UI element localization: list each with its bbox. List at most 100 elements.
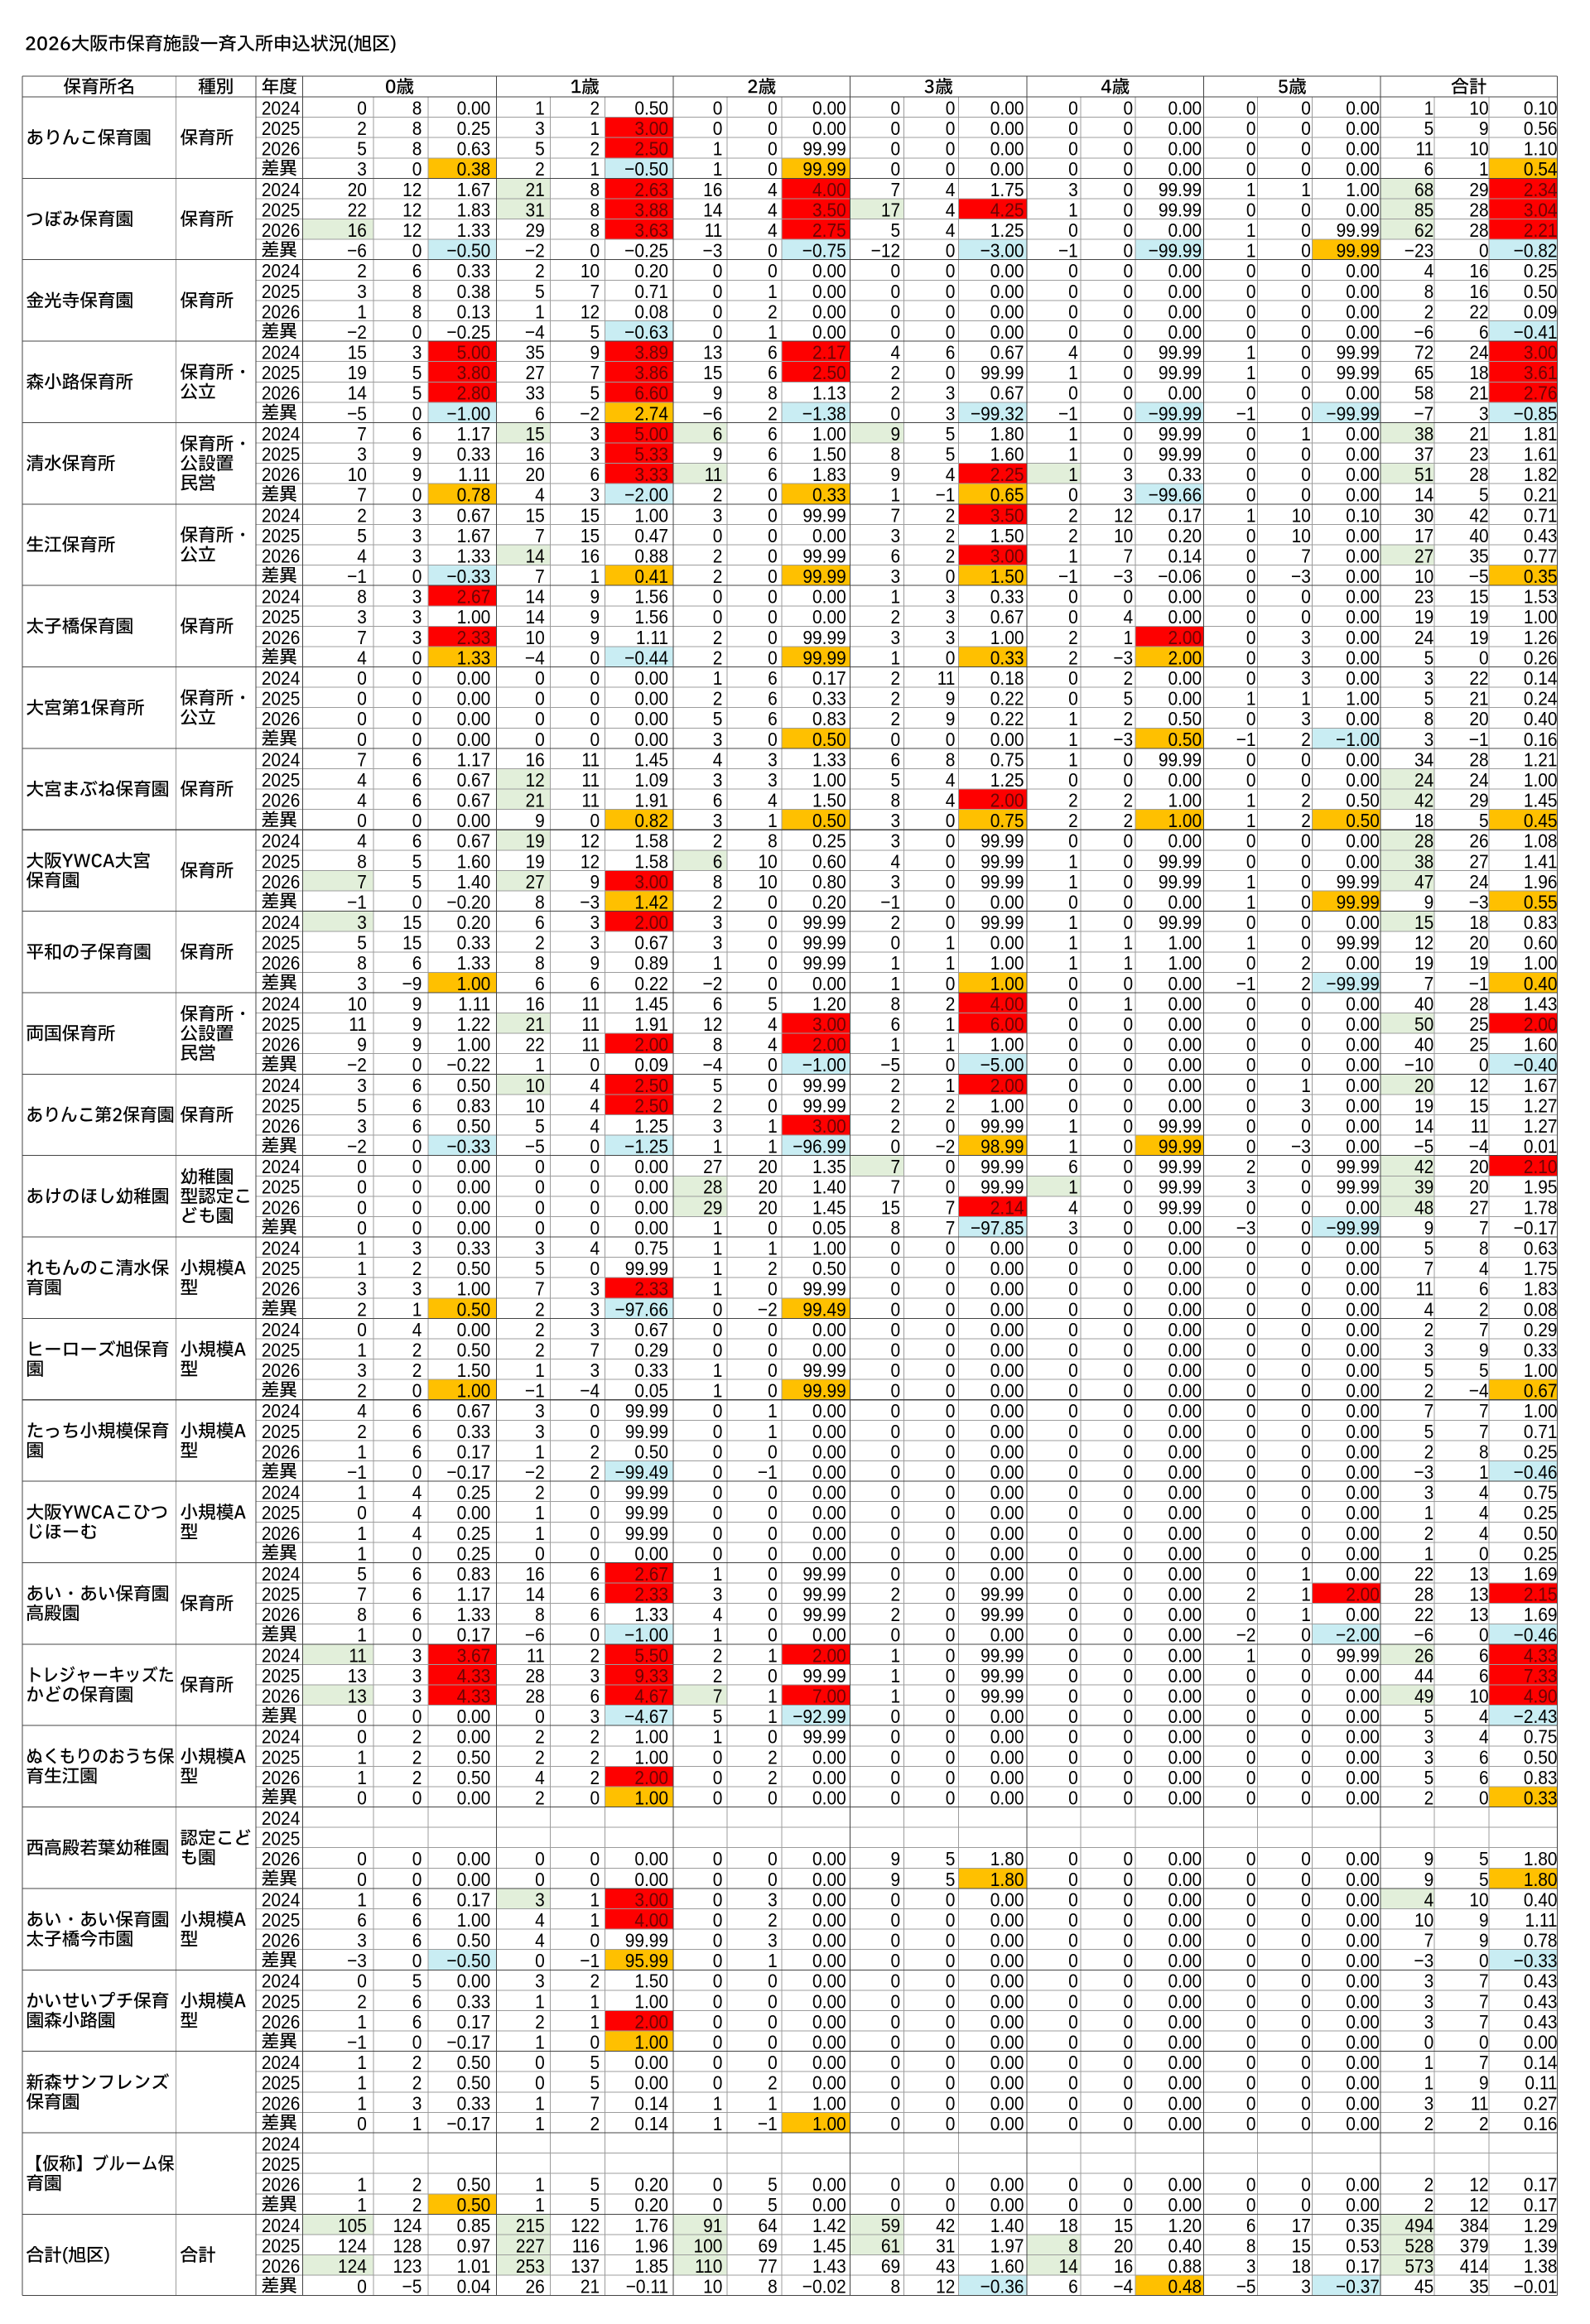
svg-text:0: 0 <box>768 137 778 159</box>
svg-text:0: 0 <box>1301 1950 1311 1971</box>
svg-text:4: 4 <box>946 179 956 200</box>
svg-text:1: 1 <box>890 1685 900 1706</box>
svg-text:0: 0 <box>357 1502 367 1523</box>
svg-text:3: 3 <box>357 606 367 628</box>
svg-text:2024: 2024 <box>262 504 301 526</box>
svg-text:0.00: 0.00 <box>1346 2031 1380 2052</box>
svg-text:0.00: 0.00 <box>812 2031 846 2052</box>
svg-text:0: 0 <box>768 1095 778 1116</box>
svg-text:7: 7 <box>1479 2052 1489 2073</box>
svg-text:2024: 2024 <box>262 1970 301 1992</box>
svg-text:0: 0 <box>768 260 778 281</box>
svg-text:0.50: 0.50 <box>457 1075 491 1096</box>
svg-text:0.00: 0.00 <box>1346 1339 1380 1360</box>
svg-text:4: 4 <box>357 647 367 668</box>
svg-text:4: 4 <box>946 199 956 220</box>
svg-text:2: 2 <box>890 1075 900 1096</box>
svg-text:5: 5 <box>1124 687 1134 709</box>
svg-text:−2: −2 <box>1236 1624 1256 1646</box>
svg-text:0: 0 <box>1124 1298 1134 1320</box>
svg-text:2: 2 <box>1424 2113 1434 2134</box>
svg-text:0: 0 <box>1124 1115 1134 1137</box>
svg-text:0: 0 <box>1068 1746 1078 1768</box>
svg-text:0: 0 <box>1124 341 1134 363</box>
svg-text:0: 0 <box>1124 1461 1134 1483</box>
svg-text:2: 2 <box>357 118 367 139</box>
svg-text:0: 0 <box>713 260 723 281</box>
svg-text:58: 58 <box>1414 383 1433 404</box>
svg-text:9: 9 <box>535 810 545 831</box>
svg-text:99.99: 99.99 <box>980 1685 1024 1706</box>
svg-text:2: 2 <box>946 1095 956 1116</box>
svg-text:−2: −2 <box>347 1054 367 1075</box>
svg-text:28: 28 <box>1469 219 1488 241</box>
svg-text:2025: 2025 <box>262 199 301 220</box>
svg-text:0: 0 <box>768 1441 778 1462</box>
svg-text:2: 2 <box>535 932 545 954</box>
svg-text:8: 8 <box>768 383 778 404</box>
svg-text:0.00: 0.00 <box>1168 993 1202 1014</box>
svg-text:6: 6 <box>412 1075 422 1096</box>
svg-text:2: 2 <box>412 1767 422 1788</box>
svg-text:0.00: 0.00 <box>1168 769 1202 791</box>
svg-text:99.99: 99.99 <box>1159 1156 1202 1177</box>
svg-text:1.67: 1.67 <box>457 525 491 546</box>
svg-text:−1: −1 <box>580 1950 600 1971</box>
svg-text:2: 2 <box>1479 1298 1489 1320</box>
svg-text:1.00: 1.00 <box>812 769 846 791</box>
svg-text:0: 0 <box>357 1848 367 1869</box>
svg-text:99.99: 99.99 <box>980 1115 1024 1137</box>
svg-text:2024: 2024 <box>262 1889 301 1910</box>
svg-text:7: 7 <box>535 525 545 546</box>
svg-text:2: 2 <box>412 2173 422 2195</box>
svg-text:1: 1 <box>768 1421 778 1442</box>
svg-text:4: 4 <box>1424 1889 1434 1910</box>
svg-text:1.08: 1.08 <box>1524 830 1558 852</box>
svg-text:0: 0 <box>1124 1869 1134 1890</box>
svg-text:0: 0 <box>768 1054 778 1075</box>
svg-text:−3: −3 <box>1236 1217 1256 1239</box>
svg-text:2.74: 2.74 <box>634 402 668 424</box>
svg-text:3: 3 <box>946 402 956 424</box>
svg-text:0: 0 <box>768 1523 778 1544</box>
svg-text:−0.06: −0.06 <box>1158 565 1202 587</box>
svg-text:0: 0 <box>1424 2031 1434 2052</box>
svg-text:0.40: 0.40 <box>1524 708 1558 729</box>
svg-text:1: 1 <box>1246 504 1256 526</box>
svg-text:−0.01: −0.01 <box>1514 2275 1558 2297</box>
svg-text:0: 0 <box>1246 912 1256 933</box>
svg-text:4: 4 <box>535 1929 545 1951</box>
svg-text:3: 3 <box>357 1929 367 1951</box>
svg-text:28: 28 <box>1469 993 1488 1014</box>
svg-text:1.60: 1.60 <box>457 850 491 872</box>
svg-text:3.00: 3.00 <box>634 1889 668 1910</box>
svg-text:−0.22: −0.22 <box>446 1054 490 1075</box>
svg-text:2026: 2026 <box>262 708 301 729</box>
svg-text:26: 26 <box>1469 830 1488 852</box>
svg-text:0.00: 0.00 <box>1346 912 1380 933</box>
svg-text:0.00: 0.00 <box>1168 1746 1202 1768</box>
svg-text:1.11: 1.11 <box>1525 1909 1557 1931</box>
svg-text:99.99: 99.99 <box>980 830 1024 852</box>
svg-text:0.00: 0.00 <box>1168 321 1202 343</box>
svg-text:0: 0 <box>1246 1339 1256 1360</box>
svg-text:0: 0 <box>1124 1095 1134 1116</box>
svg-text:0.00: 0.00 <box>990 1441 1024 1462</box>
svg-text:−4: −4 <box>1469 1135 1489 1157</box>
svg-text:6: 6 <box>412 1095 422 1116</box>
svg-text:3: 3 <box>590 1298 600 1320</box>
svg-text:28: 28 <box>1414 1583 1433 1605</box>
svg-text:0.00: 0.00 <box>1346 708 1380 729</box>
svg-text:44: 44 <box>1414 1665 1433 1686</box>
svg-text:0: 0 <box>1301 137 1311 159</box>
svg-text:3: 3 <box>412 585 422 607</box>
svg-text:0.00: 0.00 <box>1346 627 1380 648</box>
svg-text:5.00: 5.00 <box>457 341 491 363</box>
svg-text:0: 0 <box>357 729 367 750</box>
svg-text:0.24: 0.24 <box>1524 687 1558 709</box>
svg-text:0: 0 <box>1301 1481 1311 1503</box>
svg-text:3: 3 <box>590 1278 600 1300</box>
svg-text:1: 1 <box>768 1115 778 1137</box>
svg-text:5.50: 5.50 <box>634 1644 668 1666</box>
svg-text:4: 4 <box>946 219 956 241</box>
